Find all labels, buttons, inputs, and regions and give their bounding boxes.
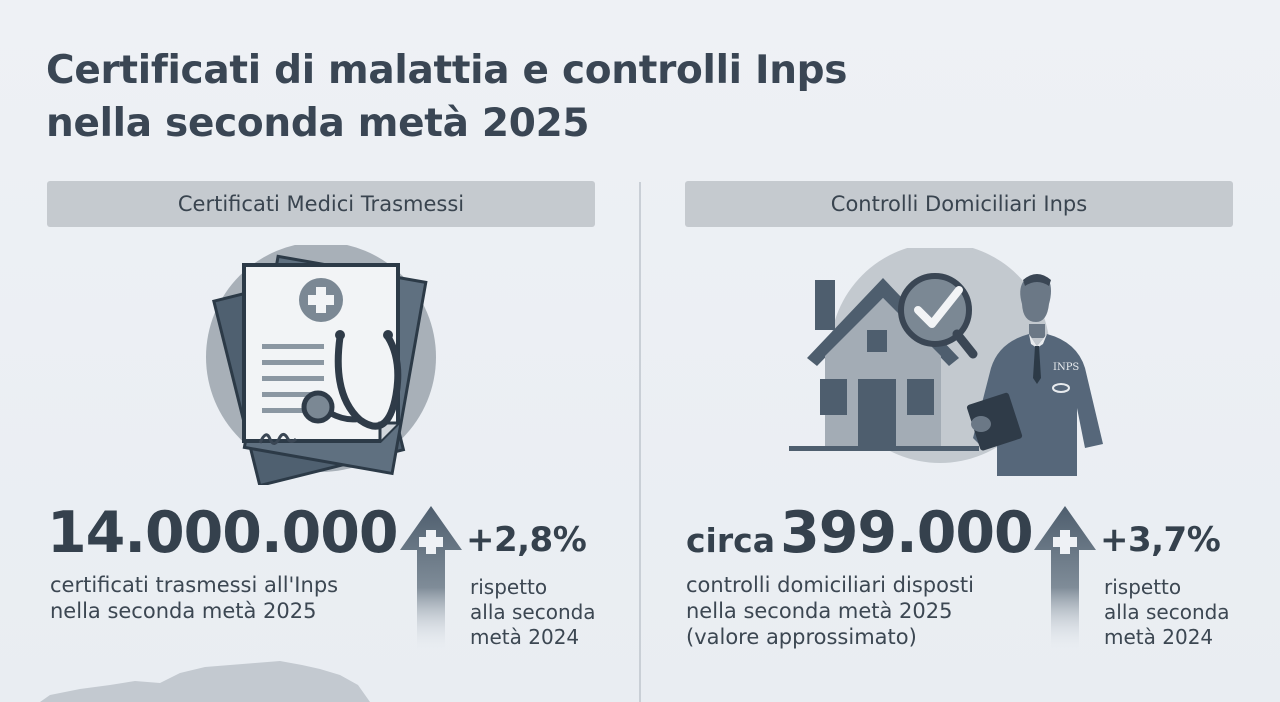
italy-map-fragment: [40, 661, 370, 702]
increase-arrow-icon: [400, 506, 462, 654]
certificates-count: 14.000.000: [47, 500, 399, 566]
change-label-line: alla seconda: [1104, 600, 1230, 624]
change-label-line: alla seconda: [470, 600, 596, 624]
page-title: Certificati di malattia e controlli Inps…: [46, 44, 848, 150]
certificates-header: Certificati Medici Trasmessi: [47, 181, 595, 227]
inps-badge-text: INPS: [1053, 362, 1079, 373]
certificates-description: certificati trasmessi all'Inps nella sec…: [50, 572, 338, 624]
inspections-description-line: (valore approssimato): [686, 625, 917, 649]
change-label-line: metà 2024: [1104, 625, 1214, 649]
certificates-description-line: certificati trasmessi all'Inps: [50, 573, 339, 597]
certificates-description-line: nella seconda metà 2025: [50, 599, 317, 623]
change-label-line: rispetto: [1104, 575, 1182, 599]
inspections-header-label: Controlli Domiciliari Inps: [830, 192, 1088, 216]
house-inspector-check-icon: INPS: [789, 248, 1103, 476]
change-label-line: metà 2024: [470, 625, 580, 649]
inspections-description-line: controlli domiciliari disposti: [686, 573, 974, 597]
certificates-change: +2,8%: [466, 520, 587, 560]
title-line-1: Certificati di malattia e controlli Inps: [46, 48, 848, 93]
medical-certificate-stethoscope-icon: [206, 245, 436, 485]
column-divider: [639, 182, 641, 702]
inspections-header: Controlli Domiciliari Inps: [685, 181, 1233, 227]
certificates-change-label: rispetto alla seconda metà 2024: [470, 575, 596, 650]
inspections-count-row: circa 399.000: [686, 500, 1034, 566]
certificates-header-label: Certificati Medici Trasmessi: [177, 192, 465, 216]
inspections-count-prefix: circa: [686, 521, 775, 560]
inspections-change: +3,7%: [1100, 520, 1221, 560]
inspections-description: controlli domiciliari disposti nella sec…: [686, 572, 974, 650]
increase-arrow-icon: [1034, 506, 1096, 654]
inspections-description-line: nella seconda metà 2025: [686, 599, 953, 623]
title-line-2: nella seconda metà 2025: [46, 101, 590, 146]
change-label-line: rispetto: [470, 575, 548, 599]
inspections-change-label: rispetto alla seconda metà 2024: [1104, 575, 1230, 650]
inspections-count: 399.000: [780, 500, 1034, 566]
